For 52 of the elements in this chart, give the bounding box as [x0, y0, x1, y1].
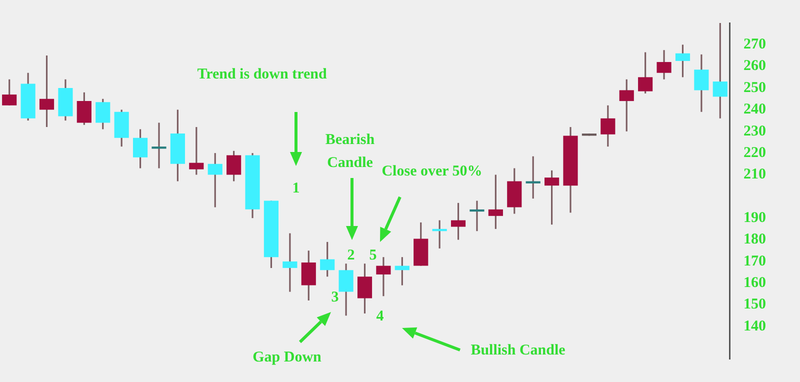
y-tick-label: 150 — [744, 296, 766, 313]
candlestick — [450, 202, 466, 241]
candlestick — [712, 22, 728, 120]
y-tick-label: 180 — [744, 232, 766, 248]
y-tick-label: 190 — [744, 210, 766, 226]
y-tick-label: 140 — [744, 318, 766, 334]
candlestick — [357, 262, 372, 314]
y-tick-label: 270 — [744, 36, 766, 53]
candlestick — [694, 54, 709, 113]
candlestick — [39, 54, 54, 128]
annotation: Bearish Candle — [325, 131, 375, 173]
candlestick — [544, 170, 560, 226]
candlestick — [656, 49, 672, 80]
candlestick — [394, 256, 410, 286]
candlestick — [470, 200, 484, 232]
annotation: 4 — [376, 308, 384, 326]
y-tick-label: 170 — [744, 253, 766, 270]
y-tick-label: 260 — [744, 58, 766, 74]
annotation: Bullish Candle — [470, 342, 566, 360]
candlestick — [600, 104, 616, 148]
y-tick-label: 160 — [744, 275, 766, 292]
annotation: 1 — [292, 180, 300, 198]
candlestick — [2, 78, 17, 106]
candlestick — [152, 122, 166, 170]
annotation: 5 — [369, 246, 377, 266]
annotation: 3 — [331, 288, 339, 308]
candlestick — [96, 98, 110, 130]
candlestick — [132, 128, 148, 170]
candlestick — [320, 241, 335, 278]
y-tick-label: 240 — [744, 102, 766, 118]
candlestick — [301, 250, 316, 302]
candlestick — [619, 78, 634, 132]
candlestick — [338, 262, 354, 316]
candlestick — [226, 150, 242, 182]
candlestick — [189, 126, 204, 176]
y-tick-label: 210 — [744, 166, 766, 183]
candlestick — [282, 232, 298, 293]
candlestick — [208, 152, 222, 208]
annotation: 2 — [347, 246, 355, 266]
annotation: Close over 50% — [382, 162, 482, 182]
candlestick — [638, 51, 653, 94]
candlestick — [376, 256, 391, 297]
candlestick — [432, 219, 447, 250]
y-tick-label: 250 — [744, 80, 766, 96]
candlestick — [76, 92, 92, 126]
candlestick — [526, 156, 540, 200]
candlestick — [675, 44, 690, 78]
annotation: Trend is down trend — [197, 66, 327, 84]
y-tick-label: 220 — [744, 144, 766, 161]
candlestick — [488, 174, 503, 230]
y-tick-label: 230 — [744, 123, 766, 140]
annotation: Gap Down — [252, 348, 322, 368]
